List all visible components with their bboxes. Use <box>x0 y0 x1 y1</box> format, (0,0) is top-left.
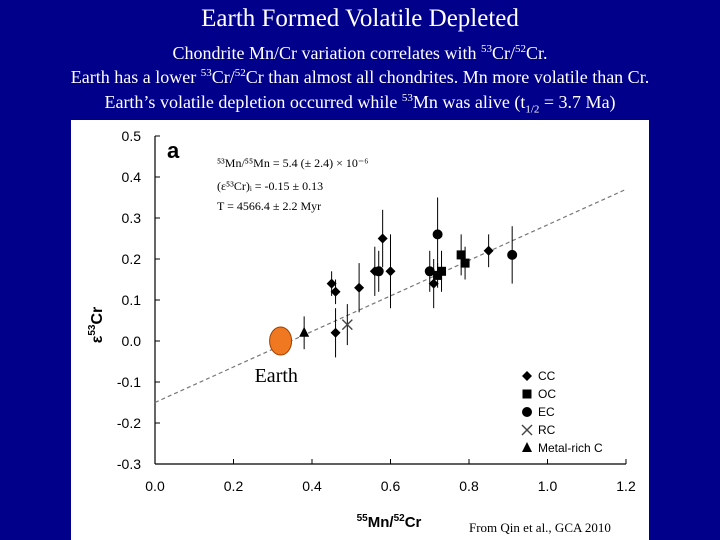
line3-sup1: 53 <box>401 92 413 104</box>
line2-sup1: 53 <box>200 67 212 79</box>
x-tick-label: 0.0 <box>145 478 165 494</box>
point-oc <box>456 250 466 260</box>
x-axis-label: 55Mn/52Cr <box>357 513 422 531</box>
line1-mid: Cr/ <box>491 43 515 63</box>
scatter-plot: 0.50.40.30.20.10.0-0.1-0.2-0.30.0 0.2 0.4 0… <box>87 128 636 535</box>
legend-marker-ec <box>522 407 532 417</box>
line2-sup2: 52 <box>234 67 246 79</box>
point-cc <box>326 278 337 289</box>
credit-text: From Qin et al., GCA 2010 <box>469 520 611 535</box>
point-cc <box>483 245 494 256</box>
y-tick-label: 0.4 <box>122 169 142 185</box>
earth-marker <box>269 326 293 356</box>
y-eps: ε <box>89 335 106 343</box>
legend-label-rc: RC <box>538 423 556 437</box>
panel-label: a <box>167 138 180 163</box>
x-cr: Cr <box>405 514 422 531</box>
legend-label-metal-rich-c: Metal-rich C <box>538 441 603 455</box>
point-ec <box>424 266 435 277</box>
point-cc <box>428 278 439 289</box>
point-oc <box>460 258 470 268</box>
legend-marker-rc <box>521 424 533 436</box>
line1-post: Cr. <box>525 43 548 63</box>
data-points <box>299 197 518 358</box>
point-cc <box>354 282 365 293</box>
annotation-ratio: ⁵³Mn/⁵⁵Mn = 5.4 (± 2.4) × 10⁻⁶ <box>217 156 368 170</box>
subtitle-line-2: Earth has a lower 53Cr/52Cr than almost … <box>0 62 720 88</box>
point-cc <box>385 266 396 277</box>
point-oc <box>437 266 447 276</box>
line3-post: = 3.7 Ma) <box>539 92 616 112</box>
line2-pre: Earth has a lower <box>70 67 201 87</box>
point-ec <box>507 249 518 260</box>
x-tick-label: 0.8 <box>459 478 479 494</box>
x-tick-label: 0.4 <box>302 478 322 494</box>
subtitle-line-1: Chondrite Mn/Cr variation correlates wit… <box>0 38 720 64</box>
x-tick-label: 0.2 <box>224 478 244 494</box>
legend-marker-oc <box>522 389 532 399</box>
y-tick-label: -0.1 <box>117 374 141 390</box>
annotation-initial: (ε⁵³Cr)ᵢ = -0.15 ± 0.13 <box>217 179 323 193</box>
y-tick-label: 0.5 <box>122 128 142 144</box>
y-sup: 53 <box>87 324 98 336</box>
y-tick-label: 0.3 <box>122 210 142 226</box>
slide-title: Earth Formed Volatile Depleted <box>201 5 519 32</box>
legend-marker-metal-rich-c <box>522 442 532 452</box>
annotation-age: T = 4566.4 ± 2.2 Myr <box>217 199 321 213</box>
point-ec <box>373 266 384 277</box>
x-tick-label: 1.2 <box>616 478 636 494</box>
point-cc <box>330 327 341 338</box>
line1-pre: Chondrite Mn/Cr variation correlates wit… <box>172 43 481 63</box>
legend: CC OC EC RC Metal-rich C <box>521 369 603 455</box>
y-tick-label: 0.2 <box>122 251 142 267</box>
line1-sup1: 53 <box>480 43 492 55</box>
point-cc <box>330 286 341 297</box>
legend-label-cc: CC <box>538 369 556 383</box>
point-ec <box>432 229 443 240</box>
y-axis-label: ε53Cr <box>87 307 106 344</box>
chart-panel: 0.5 0.4 0.3 0.2 0.1 0.0 -0.1 -0.2 -0.3 0.0 0.2 0.4 0… <box>71 120 649 540</box>
x-sup2: 52 <box>394 513 406 524</box>
line2-post: Cr than almost all chondrites. Mn more v… <box>245 67 650 87</box>
y-tick-label: -0.2 <box>117 415 141 431</box>
x-tick-label: 0.6 <box>381 478 401 494</box>
legend-label-ec: EC <box>538 405 555 419</box>
earth-label: Earth <box>255 365 298 387</box>
legend-marker-cc <box>522 371 532 381</box>
x-mn: Mn/ <box>368 514 395 531</box>
line3-pre: Earth’s volatile depletion occurred whil… <box>104 92 402 112</box>
line2-mid: Cr/ <box>211 67 235 87</box>
point-metal-rich-c <box>299 326 310 337</box>
y-tick-label: 0.1 <box>122 292 142 308</box>
line3-sub: 1/2 <box>525 103 540 116</box>
x-tick-label: 1.0 <box>538 478 558 494</box>
subtitle-line-3: Earth’s volatile depletion occurred whil… <box>0 87 720 121</box>
legend-label-oc: OC <box>538 387 556 401</box>
line3-mid: Mn was alive (t <box>412 92 526 112</box>
x-sup: 55 <box>357 513 369 524</box>
point-cc <box>377 233 388 244</box>
point-rc <box>341 319 353 331</box>
y-tick-label: 0.0 <box>122 333 142 349</box>
y-tick-label: -0.3 <box>117 456 141 472</box>
ticks: 0.50.40.30.20.10.0-0.1-0.2-0.30.0 0.2 0.4 0… <box>117 128 636 494</box>
fit-line <box>154 188 627 404</box>
y-cr: Cr <box>89 307 106 325</box>
line1-sup2: 52 <box>514 43 526 55</box>
